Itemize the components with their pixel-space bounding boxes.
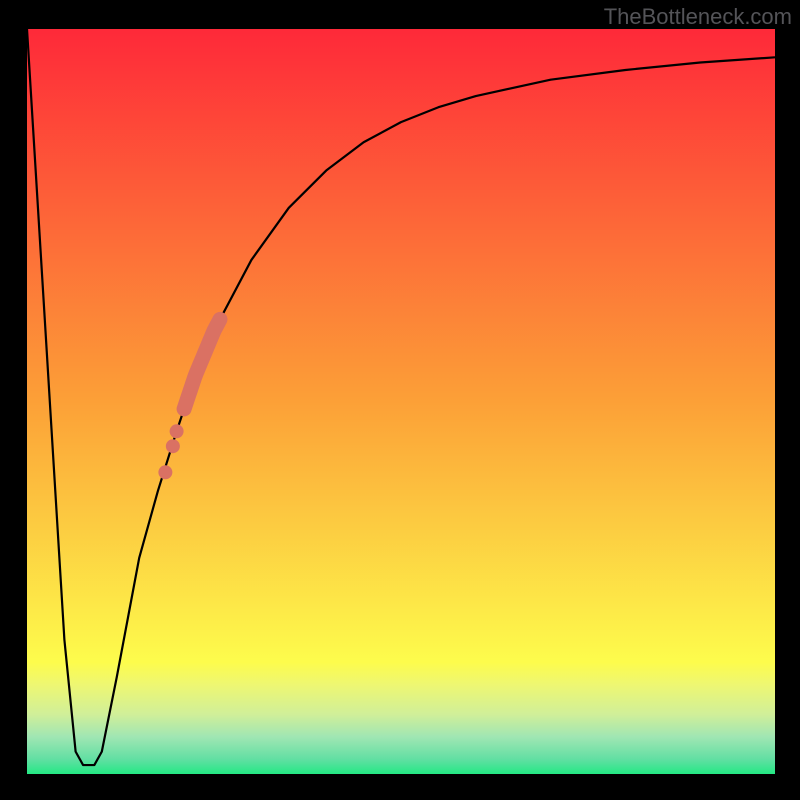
highlight-segment: [184, 319, 220, 409]
curve-layer: [27, 29, 775, 774]
watermark-text: TheBottleneck.com: [604, 4, 792, 30]
plot-area: [27, 29, 775, 774]
main-curve: [27, 29, 775, 765]
data-dot: [158, 465, 172, 479]
data-dot: [170, 424, 184, 438]
data-dot: [166, 439, 180, 453]
figure: TheBottleneck.com: [0, 0, 800, 800]
